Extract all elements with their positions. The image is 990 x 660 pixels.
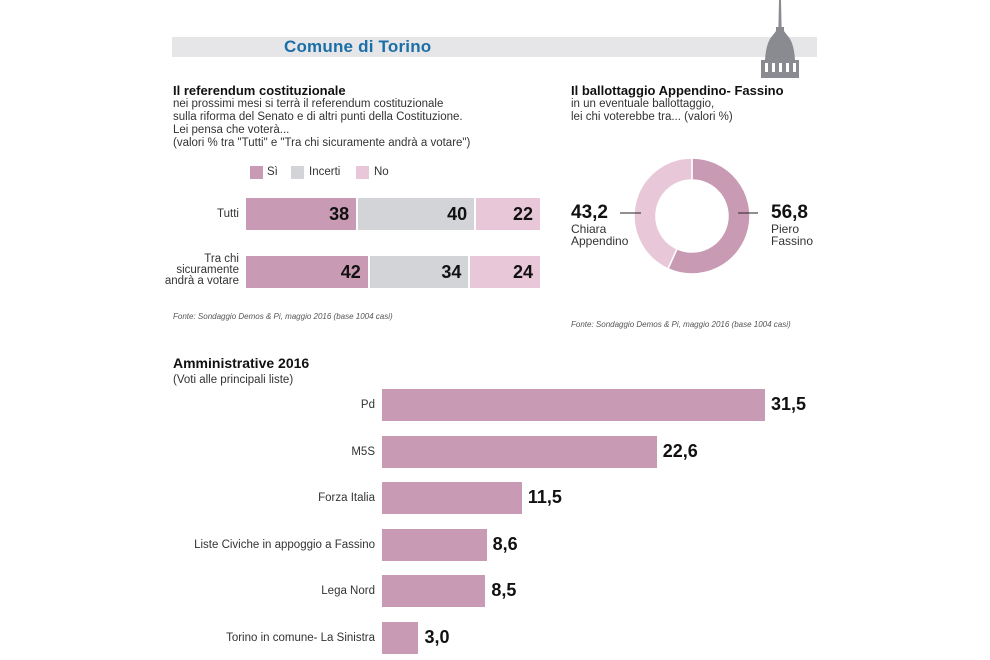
referendum-bar-incerti: 34 bbox=[369, 256, 469, 288]
legend-swatch-si bbox=[250, 166, 263, 179]
referendum-bar-no: 24 bbox=[470, 256, 540, 288]
fassino-name-line: Piero bbox=[771, 222, 800, 236]
fassino-value: 56,8 bbox=[771, 202, 808, 223]
ballottaggio-desc-line: in un eventuale ballottaggio, bbox=[571, 98, 715, 110]
ballottaggio-source: Fonte: Sondaggio Demos & Pi, maggio 2016… bbox=[571, 320, 791, 329]
referendum-row-label: Tutti bbox=[217, 207, 239, 220]
legend-swatch-no bbox=[356, 166, 369, 179]
amministrative-bar bbox=[382, 575, 486, 607]
amministrative-value-label: 8,5 bbox=[491, 580, 517, 600]
ballottaggio-donut-chart bbox=[620, 157, 758, 275]
referendum-desc-line: nei prossimi mesi si terrà il referendum… bbox=[173, 98, 444, 110]
amministrative-chart: Pd 31,5 M5S 22,6 Forza Italia 11,5 Liste Civic… bbox=[170, 385, 840, 660]
amministrative-value-label: 22,6 bbox=[662, 440, 698, 461]
referendum-title: Il referendum costituzionale bbox=[173, 83, 346, 98]
fassino-name-line: Fassino bbox=[771, 234, 814, 248]
legend-label-no: No bbox=[374, 166, 389, 178]
appendino-name-line: Chiara bbox=[571, 222, 607, 236]
amministrative-bar bbox=[382, 528, 487, 561]
referendum-desc-line: Lei pensa che voterà... bbox=[173, 124, 290, 136]
referendum-desc-line: (valori % tra "Tutti" e "Tra chi sicuram… bbox=[173, 137, 471, 149]
ballottaggio-title: Il ballottaggio Appendino- Fassino bbox=[571, 83, 784, 98]
referendum-bar-no: 22 bbox=[476, 198, 540, 230]
amministrative-title: Amministrative 2016 bbox=[173, 355, 310, 371]
amministrative-value-label: 8,6 bbox=[492, 533, 518, 554]
legend-label-si: Sì bbox=[267, 166, 278, 178]
ballottaggio-description: in un eventuale ballottaggio, lei chi vo… bbox=[571, 98, 733, 124]
appendino-label: 43,2 Chiara Appendino bbox=[571, 202, 629, 248]
donut-slice-chiara-appendino bbox=[633, 157, 693, 270]
referendum-description: nei prossimi mesi si terrà il referendum… bbox=[173, 98, 470, 150]
amministrative-category-label: Torino in comune- La Sinistra bbox=[226, 631, 375, 644]
amministrative-value-label: 31,5 bbox=[771, 394, 807, 414]
amministrative-bar bbox=[382, 482, 522, 514]
appendino-name-line: Appendino bbox=[571, 234, 629, 248]
referendum-desc-line: sulla riforma del Senato e di altri punt… bbox=[173, 111, 463, 123]
amministrative-subtitle: (Voti alle principali liste) bbox=[173, 374, 294, 386]
amministrative-category-label: Lega Nord bbox=[321, 585, 375, 597]
referendum-chart: Tutti 38 40 22 Tra chi sicuramente andrà a vot… bbox=[160, 190, 545, 300]
mole-antonelliana-icon bbox=[761, 0, 799, 78]
legend-swatch-incerti bbox=[291, 166, 304, 179]
amministrative-bar bbox=[382, 435, 657, 468]
donut-slice-piero-fassino bbox=[666, 157, 751, 275]
legend-label-incerti: Incerti bbox=[309, 166, 341, 178]
amministrative-category-label: M5S bbox=[351, 445, 375, 458]
amministrative-value-label: 11,5 bbox=[527, 487, 562, 507]
page-title: Comune di Torino bbox=[284, 37, 432, 56]
amministrative-category-label: Liste Civiche in appoggio a Fassino bbox=[194, 538, 375, 551]
referendum-bar-s: 42 bbox=[246, 256, 368, 288]
appendino-value: 43,2 bbox=[571, 202, 608, 223]
referendum-bar-s: 38 bbox=[246, 198, 357, 230]
amministrative-category-label: Pd bbox=[360, 399, 375, 411]
fassino-label: 56,8 Piero Fassino bbox=[771, 202, 814, 248]
ballottaggio-desc-line: lei chi voterebbe tra... (valori %) bbox=[571, 111, 733, 123]
referendum-row-label: Tra chi sicuramente andrà a votare bbox=[164, 252, 239, 287]
amministrative-value-label: 3,0 bbox=[424, 626, 450, 647]
header-band bbox=[172, 37, 817, 57]
amministrative-bar bbox=[382, 389, 765, 421]
amministrative-category-label: Forza Italia bbox=[318, 492, 375, 504]
referendum-source: Fonte: Sondaggio Demos & Pi, maggio 2016… bbox=[173, 312, 393, 321]
referendum-bar-incerti: 40 bbox=[358, 198, 475, 230]
amministrative-bar bbox=[382, 621, 419, 654]
